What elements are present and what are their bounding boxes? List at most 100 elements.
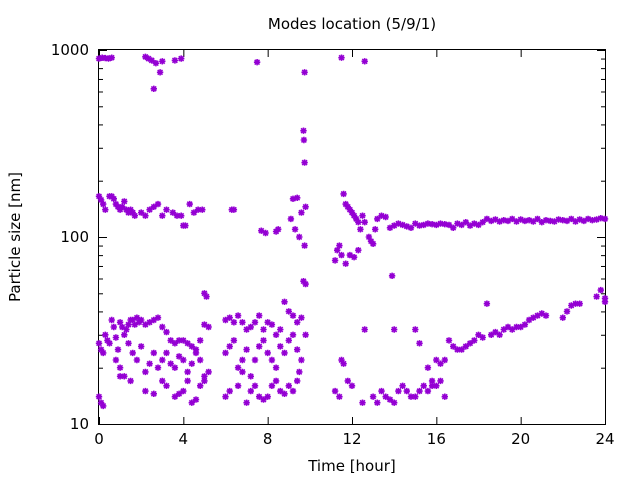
data-point [437,220,444,227]
data-point [184,340,191,347]
data-point [125,340,132,347]
data-point [359,399,366,406]
data-point [116,206,124,213]
data-point [361,218,368,226]
data-point [302,280,309,288]
data-point [123,206,130,213]
data-point [445,337,453,344]
data-point [294,346,301,353]
data-point [99,349,107,357]
data-point [302,203,309,211]
data-point [483,300,491,307]
data-point [152,60,160,67]
data-point [201,321,208,328]
data-point [466,222,474,229]
data-point [199,206,206,213]
data-point [125,321,132,328]
y-tick-label: 100 [60,228,89,246]
data-point [601,215,609,223]
data-point [458,221,465,229]
data-point [234,312,242,319]
data-point [407,393,415,400]
data-point [142,212,149,219]
data-point [154,314,162,321]
data-point [365,233,373,241]
data-point [496,218,503,225]
data-point [450,224,457,232]
data-point [300,136,308,144]
data-point [344,377,351,385]
data-point [281,390,288,397]
data-point [359,212,366,219]
data-point [129,209,136,216]
data-point [584,215,592,223]
data-point [424,220,432,227]
data-point [445,221,453,229]
x-tick-label: 0 [94,430,104,448]
data-point [378,387,385,395]
data-point [530,218,537,225]
data-point [186,200,193,208]
data-point [521,217,529,225]
data-point [388,272,396,279]
data-point [192,396,200,403]
data-point [196,337,204,344]
data-point [192,346,200,353]
x-tick-label: 4 [179,430,189,448]
data-point [180,356,187,364]
data-point [154,364,162,371]
data-point [294,377,301,385]
data-point [338,54,345,61]
data-point [281,298,288,305]
data-point [272,331,280,338]
data-point [504,323,512,331]
data-point [420,221,427,229]
x-tick-label: 12 [342,430,361,448]
x-axis-label: Time [hour] [307,457,396,475]
x-tick-label: 20 [511,430,530,448]
data-point [264,349,271,357]
data-point [412,220,419,227]
data-point [338,356,345,364]
data-point [142,53,149,60]
x-tick-label: 24 [595,430,614,448]
data-point [475,331,482,338]
data-point [350,254,358,261]
data-point [142,387,149,395]
data-point [275,226,282,233]
data-point [180,387,187,395]
data-point [123,326,130,333]
data-point [551,218,558,225]
data-point [116,319,124,326]
data-point [127,206,134,213]
data-point [159,323,166,331]
data-point [116,364,124,371]
data-point [118,203,126,211]
data-point [205,323,212,331]
data-point [287,215,295,223]
data-point [177,212,185,219]
data-point [513,323,520,331]
data-point [182,222,189,229]
data-point [597,286,604,294]
data-point [344,203,351,211]
data-point [492,216,499,223]
data-point [441,220,448,228]
data-point [355,218,362,226]
data-point [142,368,149,376]
data-point [348,209,356,216]
data-point [597,214,604,222]
data-point [428,220,436,228]
data-point [150,85,158,93]
data-point [194,206,202,213]
data-point [247,373,255,380]
data-point [133,314,141,321]
data-point [150,316,158,324]
data-point [294,194,301,202]
data-point [112,334,120,341]
data-point [403,223,410,230]
data-point [399,221,406,229]
data-point [110,195,118,203]
data-point [116,373,124,380]
data-point [95,340,103,347]
